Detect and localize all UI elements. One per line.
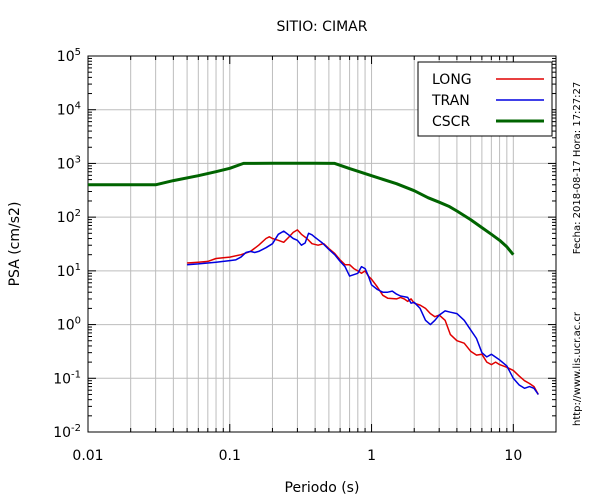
y-tick-label: 102 — [57, 208, 81, 226]
date-annotation: Fecha: 2018-08-17 Hora: 17:27:27 — [572, 82, 583, 255]
url-annotation: http://www.lis.ucr.ac.cr — [572, 311, 583, 426]
y-tick-label: 101 — [57, 262, 81, 280]
y-tick-label: 10-2 — [53, 423, 81, 441]
legend-box — [417, 61, 553, 137]
x-tick-label: 10 — [504, 448, 522, 464]
legend-label-cscr: CSCR — [432, 114, 470, 130]
series-line-long — [187, 229, 539, 395]
legend-label-long: LONG — [432, 72, 472, 88]
x-tick-label: 1 — [367, 448, 376, 464]
y-tick-label: 104 — [57, 101, 81, 119]
x-tick-label: 0.1 — [219, 448, 241, 464]
x-tick-label: 0.01 — [72, 448, 103, 464]
y-tick-label: 105 — [57, 47, 81, 65]
x-axis-label: Periodo (s) — [285, 480, 360, 496]
series-line-tran — [187, 230, 539, 395]
y-axis-label: PSA (cm/s2) — [7, 202, 23, 287]
series-line-cscr — [88, 161, 515, 256]
y-tick-label: 10-1 — [53, 369, 81, 387]
y-tick-label: 100 — [57, 316, 81, 334]
legend-label-tran: TRAN — [431, 93, 470, 109]
y-tick-label: 103 — [57, 154, 81, 172]
series-layer — [88, 161, 539, 395]
legend: LONG TRAN CSCR — [417, 61, 553, 137]
plot-frame — [87, 55, 557, 433]
axis-ticks: 0.01 0.1 1 10 10-2 10-1 100 101 102 103 104 105 — [53, 47, 557, 464]
chart-title: SITIO: CIMAR — [277, 19, 368, 35]
